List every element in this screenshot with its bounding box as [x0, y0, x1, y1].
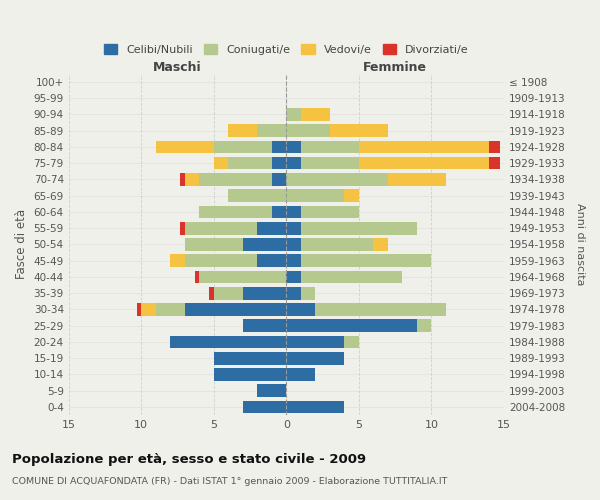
Bar	[181, 222, 185, 234]
Bar	[228, 124, 257, 137]
Bar	[209, 287, 214, 300]
Bar	[286, 238, 301, 251]
Bar	[301, 270, 403, 283]
Bar	[490, 140, 500, 153]
Bar	[301, 140, 359, 153]
Bar	[257, 254, 286, 267]
Bar	[301, 157, 359, 170]
Bar	[272, 140, 286, 153]
Bar	[286, 108, 301, 120]
Bar	[214, 368, 286, 381]
Bar	[243, 320, 286, 332]
Text: Popolazione per età, sesso e stato civile - 2009: Popolazione per età, sesso e stato civil…	[12, 452, 366, 466]
Bar	[286, 190, 344, 202]
Bar	[344, 190, 359, 202]
Bar	[373, 238, 388, 251]
Bar	[228, 157, 272, 170]
Bar	[417, 320, 431, 332]
Text: COMUNE DI ACQUAFONDATA (FR) - Dati ISTAT 1° gennaio 2009 - Elaborazione TUTTITAL: COMUNE DI ACQUAFONDATA (FR) - Dati ISTAT…	[12, 478, 448, 486]
Y-axis label: Anni di nascita: Anni di nascita	[575, 203, 585, 285]
Bar	[170, 336, 286, 348]
Bar	[344, 336, 359, 348]
Bar	[185, 238, 243, 251]
Bar	[316, 303, 446, 316]
Bar	[301, 206, 359, 218]
Bar	[243, 238, 286, 251]
Y-axis label: Fasce di età: Fasce di età	[15, 210, 28, 280]
Bar	[286, 352, 344, 364]
Bar	[388, 173, 446, 186]
Bar	[156, 140, 214, 153]
Bar	[137, 303, 141, 316]
Bar	[195, 270, 199, 283]
Bar	[185, 173, 199, 186]
Bar	[359, 140, 490, 153]
Bar	[214, 140, 272, 153]
Bar	[156, 303, 185, 316]
Bar	[257, 222, 286, 234]
Bar	[181, 173, 185, 186]
Bar	[214, 287, 243, 300]
Bar	[359, 157, 490, 170]
Bar	[286, 140, 301, 153]
Bar	[185, 303, 286, 316]
Text: Maschi: Maschi	[153, 60, 202, 74]
Text: Femmine: Femmine	[363, 60, 427, 74]
Bar	[199, 206, 272, 218]
Bar	[185, 254, 257, 267]
Legend: Celibi/Nubili, Coniugati/e, Vedovi/e, Divorziati/e: Celibi/Nubili, Coniugati/e, Vedovi/e, Di…	[100, 40, 473, 60]
Bar	[257, 384, 286, 397]
Bar	[301, 222, 417, 234]
Bar	[286, 303, 316, 316]
Bar	[286, 206, 301, 218]
Bar	[286, 124, 330, 137]
Bar	[286, 400, 344, 413]
Bar	[243, 287, 286, 300]
Bar	[170, 254, 185, 267]
Bar	[141, 303, 156, 316]
Bar	[214, 157, 228, 170]
Bar	[257, 124, 286, 137]
Bar	[185, 222, 257, 234]
Bar	[228, 190, 286, 202]
Bar	[272, 206, 286, 218]
Bar	[490, 157, 500, 170]
Bar	[301, 108, 330, 120]
Bar	[286, 157, 301, 170]
Bar	[286, 368, 316, 381]
Bar	[286, 173, 388, 186]
Bar	[301, 254, 431, 267]
Bar	[286, 222, 301, 234]
Bar	[286, 254, 301, 267]
Bar	[286, 270, 301, 283]
Bar	[199, 173, 272, 186]
Bar	[286, 320, 417, 332]
Bar	[214, 352, 286, 364]
Bar	[286, 287, 301, 300]
Bar	[272, 173, 286, 186]
Bar	[301, 238, 373, 251]
Bar	[330, 124, 388, 137]
Bar	[301, 287, 316, 300]
Bar	[272, 157, 286, 170]
Bar	[243, 400, 286, 413]
Bar	[286, 336, 344, 348]
Bar	[199, 270, 286, 283]
